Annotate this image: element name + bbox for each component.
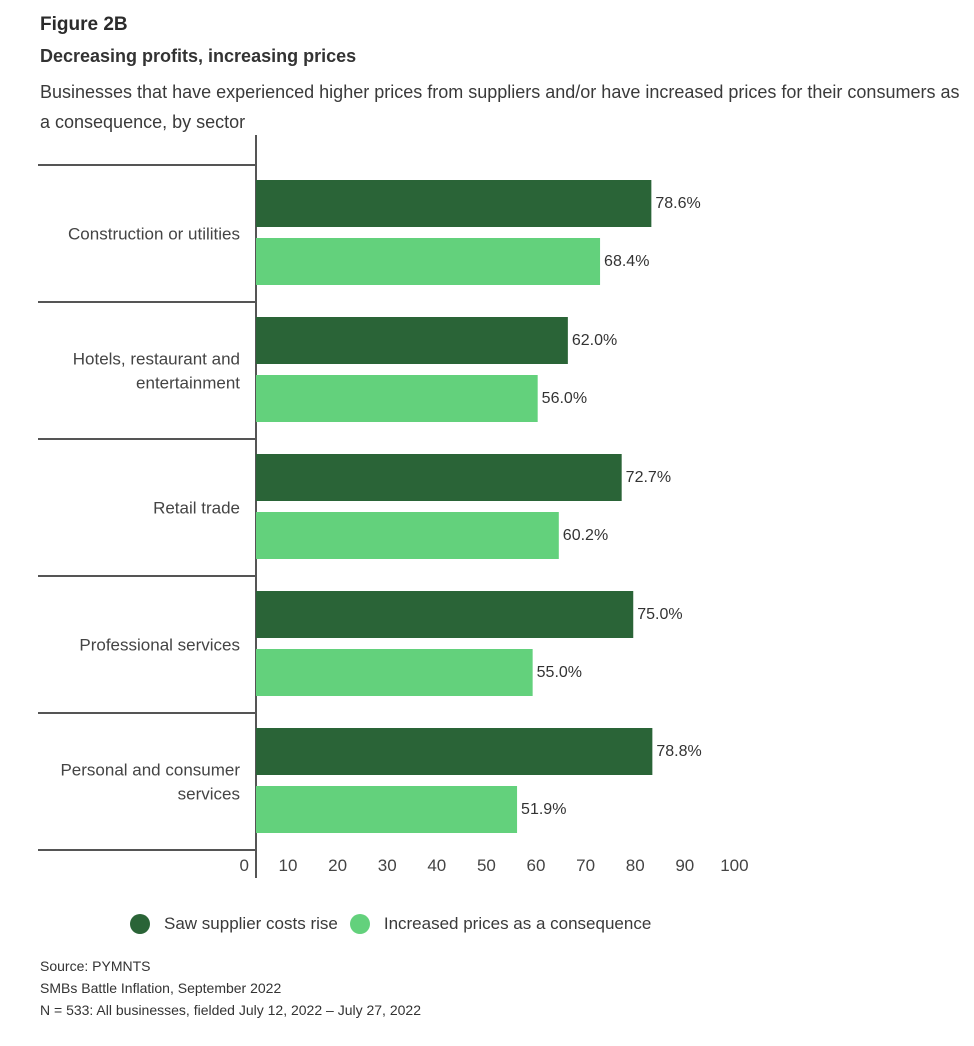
chart-subtitle: Businesses that have experienced higher … (40, 82, 960, 132)
x-tick-label: 70 (576, 856, 595, 875)
category-label: Construction or utilities (68, 225, 240, 244)
x-tick-label: 50 (477, 856, 496, 875)
report-note: SMBs Battle Inflation, September 2022 (40, 980, 282, 996)
bar-supplier-costs (256, 317, 568, 364)
category-label: Retail trade (153, 499, 240, 518)
legend-label: Increased prices as a consequence (383, 914, 652, 933)
x-tick-label: 10 (279, 856, 298, 875)
legend-item-increased-prices: Increased prices as a consequence (349, 914, 652, 934)
x-tick-label: 30 (378, 856, 397, 875)
source-note: Source: PYMNTS (40, 958, 151, 974)
bar-increased-prices (256, 375, 538, 422)
x-tick-label: 20 (328, 856, 347, 875)
data-label: 60.2% (563, 527, 608, 544)
legend-item-supplier-costs: Saw supplier costs rise (130, 914, 338, 934)
chart-title: Decreasing profits, increasing prices (40, 46, 357, 66)
category-label: Professional services (79, 636, 240, 655)
bar-increased-prices (256, 786, 518, 833)
legend-swatch-light-green (349, 914, 370, 934)
x-tick-label: 80 (626, 856, 645, 875)
bar-supplier-costs (256, 454, 622, 501)
data-label: 62.0% (572, 332, 617, 349)
data-label: 72.7% (626, 469, 671, 486)
data-label: 56.0% (542, 390, 587, 407)
bar-increased-prices (256, 649, 533, 696)
x-tick-label: 0 (240, 856, 249, 875)
bar-supplier-costs (256, 180, 652, 227)
data-label: 78.6% (655, 195, 700, 212)
bar-increased-prices (256, 512, 559, 559)
sample-note: N = 533: All businesses, fielded July 12… (40, 1002, 421, 1018)
x-tick-label: 40 (427, 856, 446, 875)
data-label: 78.8% (656, 743, 701, 760)
legend-label: Saw supplier costs rise (164, 914, 338, 933)
bar-supplier-costs (256, 728, 653, 775)
legend: Saw supplier costs rise Increased prices… (130, 914, 663, 934)
bar-chart: Construction or utilities 78.6% 68.4% Hotel… (38, 135, 749, 878)
footer: Source: PYMNTS SMBs Battle Inflation, Se… (40, 955, 421, 1021)
x-tick-label: 60 (527, 856, 546, 875)
category-label: Personal and consumer services (60, 761, 240, 804)
x-tick-label: 100 (720, 856, 748, 875)
data-label: 68.4% (604, 253, 649, 270)
data-label: 75.0% (637, 606, 682, 623)
data-label: 55.0% (537, 664, 582, 681)
x-tick-label: 90 (675, 856, 694, 875)
data-label: 51.9% (521, 801, 566, 818)
bar-supplier-costs (256, 591, 634, 638)
bar-increased-prices (256, 238, 601, 285)
figure-label: Figure 2B (40, 14, 128, 35)
legend-swatch-dark-green (130, 914, 150, 934)
category-label: Hotels, restaurant and entertainment (73, 350, 241, 393)
